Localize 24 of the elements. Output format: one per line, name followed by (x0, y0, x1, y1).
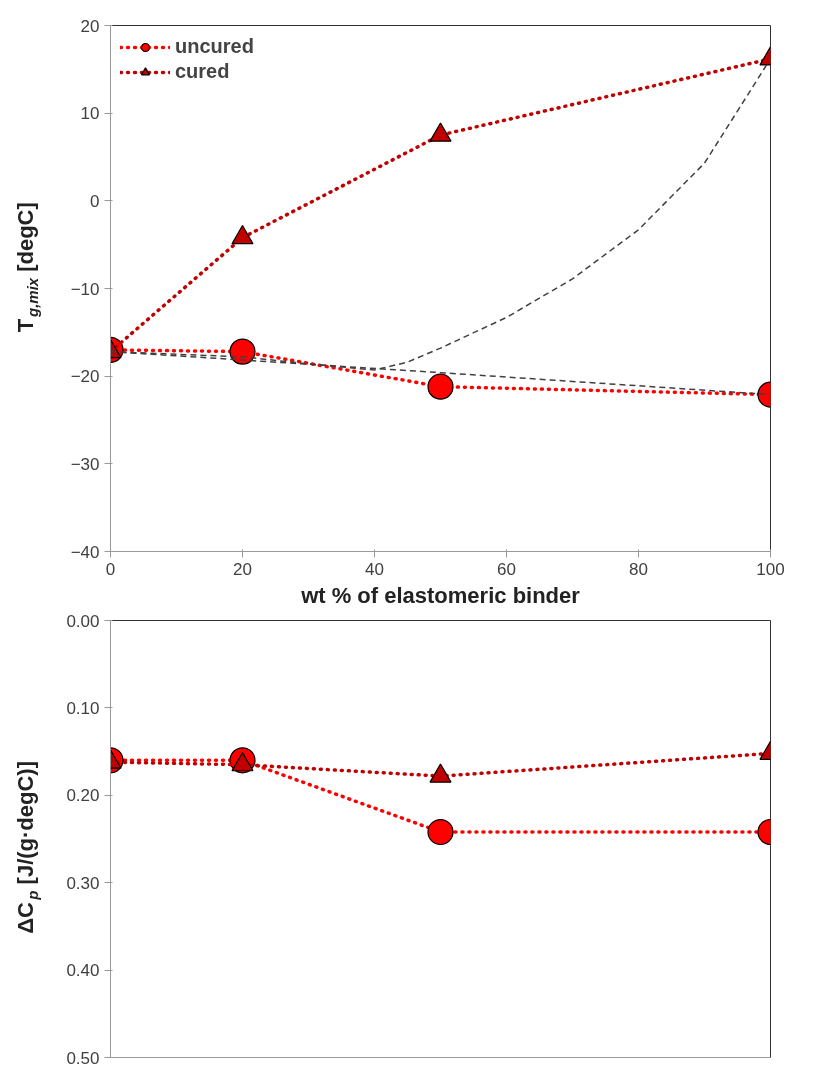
y-tick-label: 20 (80, 16, 100, 36)
y-tick-label: −30 (70, 454, 100, 474)
y-axis-title: Tg,mix [degC] (13, 202, 41, 333)
x-tick-label: 80 (629, 559, 648, 579)
y-tick-label: 0 (90, 191, 100, 211)
y-tick-label: 0.10 (66, 698, 100, 718)
y-axis-title: ΔCp [J/(g·degC)] (13, 760, 41, 934)
legend-label: cured (175, 60, 230, 83)
y-tick-label: 10 (80, 104, 100, 124)
x-tick-label: 100 (756, 559, 785, 579)
y-tick-label: 0.20 (66, 786, 100, 806)
legend-label: uncured (175, 35, 254, 58)
y-tick-label: −10 (70, 279, 100, 299)
y-tick-label: 0.50 (66, 1048, 100, 1067)
x-tick-label: 40 (365, 559, 384, 579)
y-tick-label: 0.40 (66, 961, 100, 981)
y-tick-label: 0.30 (66, 873, 100, 893)
x-tick-label: 60 (497, 559, 516, 579)
y-tick-label: −40 (70, 542, 100, 562)
x-tick-label: 20 (233, 559, 252, 579)
x-tick-label: 0 (105, 559, 116, 579)
y-tick-label: −20 (70, 367, 100, 387)
y-tick-label: 0.00 (66, 611, 100, 631)
x-axis-title: wt % of elastomeric binder (300, 582, 581, 608)
